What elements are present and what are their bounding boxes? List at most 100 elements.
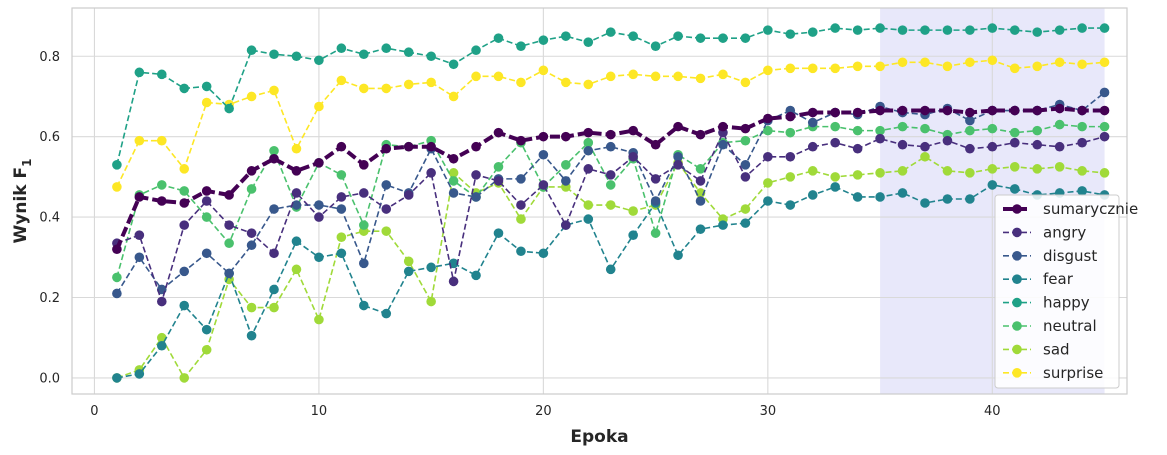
data-point-happy [134,67,145,78]
data-point-happy [1032,27,1043,37]
legend-marker-sumarycznie [1012,204,1022,214]
data-point-disgust [224,268,234,279]
data-point-fear [875,192,885,202]
series-sumarycznie [112,103,1110,255]
legend-marker-happy [1012,297,1022,308]
data-point-sad [516,214,526,224]
data-point-sumarycznie [359,160,369,170]
data-point-surprise [201,97,212,108]
data-point-angry [403,190,414,200]
legend-label-sad: sad [1043,340,1070,358]
data-point-sumarycznie [246,166,257,176]
data-point-surprise [314,101,324,112]
data-point-sumarycznie [1054,103,1065,114]
data-point-disgust [718,139,728,150]
data-point-sad [314,314,324,325]
data-point-surprise [403,79,414,90]
data-point-sumarycznie [695,129,706,140]
data-point-sumarycznie [718,121,728,132]
data-point-angry [1077,137,1087,148]
data-point-fear [426,262,436,273]
data-point-sumarycznie [201,186,212,196]
data-point-neutral [830,121,840,132]
legend-marker-disgust [1012,251,1022,261]
data-point-sumarycznie [403,141,414,152]
data-point-disgust [448,188,459,198]
y-axis-label-subscript: 1 [20,159,34,167]
data-point-surprise [1077,59,1087,70]
data-point-happy [673,31,683,41]
data-point-sumarycznie [381,143,392,154]
data-point-happy [381,43,392,54]
data-point-fear [1009,184,1020,194]
data-point-sad [830,172,840,182]
data-point-angry [807,141,818,152]
data-point-sad [740,204,751,214]
data-point-sumarycznie [448,153,459,164]
data-point-fear [897,188,908,198]
y-axis-label-main: Wynik F [11,167,31,244]
data-point-sad [942,166,953,176]
data-point-sumarycznie [314,158,324,168]
data-point-fear [583,214,594,224]
data-point-neutral [246,184,257,194]
data-point-angry [1099,131,1110,142]
data-point-fear [695,224,706,234]
data-point-happy [156,69,167,80]
legend-label-disgust: disgust [1043,247,1097,265]
data-point-surprise [1032,61,1043,72]
data-point-angry [1054,141,1065,152]
x-tick-label: 10 [311,404,328,419]
legend-label-surprise: surprise [1043,364,1103,382]
data-point-sumarycznie [650,139,661,150]
data-point-sumarycznie [156,196,167,206]
data-point-angry [246,228,257,238]
data-point-surprise [1009,63,1020,74]
data-point-happy [942,25,953,35]
data-point-angry [695,176,706,186]
legend-label-happy: happy [1043,294,1090,312]
data-point-happy [920,25,930,35]
data-point-angry [471,170,481,180]
legend-item-fear: fear [1003,270,1074,288]
data-point-disgust [650,196,661,206]
data-point-sumarycznie [1077,105,1087,116]
data-point-neutral [359,220,369,230]
data-point-fear [920,198,930,208]
legend-label-neutral: neutral [1043,317,1097,335]
data-point-neutral [583,137,594,148]
data-point-fear [336,248,347,259]
data-point-surprise [561,77,571,88]
data-point-surprise [628,69,638,80]
data-point-happy [359,49,369,60]
data-point-fear [718,220,728,230]
data-point-happy [269,49,279,60]
data-point-angry [1032,139,1043,150]
data-point-neutral [695,164,706,174]
data-point-sad [246,302,257,313]
data-point-angry [875,133,885,144]
legend-marker-sad [1012,344,1022,355]
data-point-neutral [1077,121,1087,132]
data-point-fear [403,266,414,277]
data-point-surprise [1099,57,1110,68]
data-point-angry [740,172,751,182]
data-point-disgust [965,115,975,126]
data-point-fear [381,308,392,319]
data-point-sumarycznie [987,105,998,116]
data-point-surprise [987,55,998,66]
data-point-happy [471,45,481,56]
data-point-sumarycznie [830,107,840,118]
data-point-fear [471,270,481,281]
data-point-fear [628,230,638,240]
data-point-surprise [336,75,347,86]
data-point-sumarycznie [134,192,145,202]
data-point-sad [1032,164,1043,174]
x-tick-label: 30 [760,404,777,419]
data-point-fear [740,218,751,228]
data-point-sumarycznie [471,141,481,152]
data-point-angry [314,212,324,222]
data-point-fear [763,196,773,206]
data-point-angry [785,151,796,162]
data-point-surprise [426,77,436,88]
